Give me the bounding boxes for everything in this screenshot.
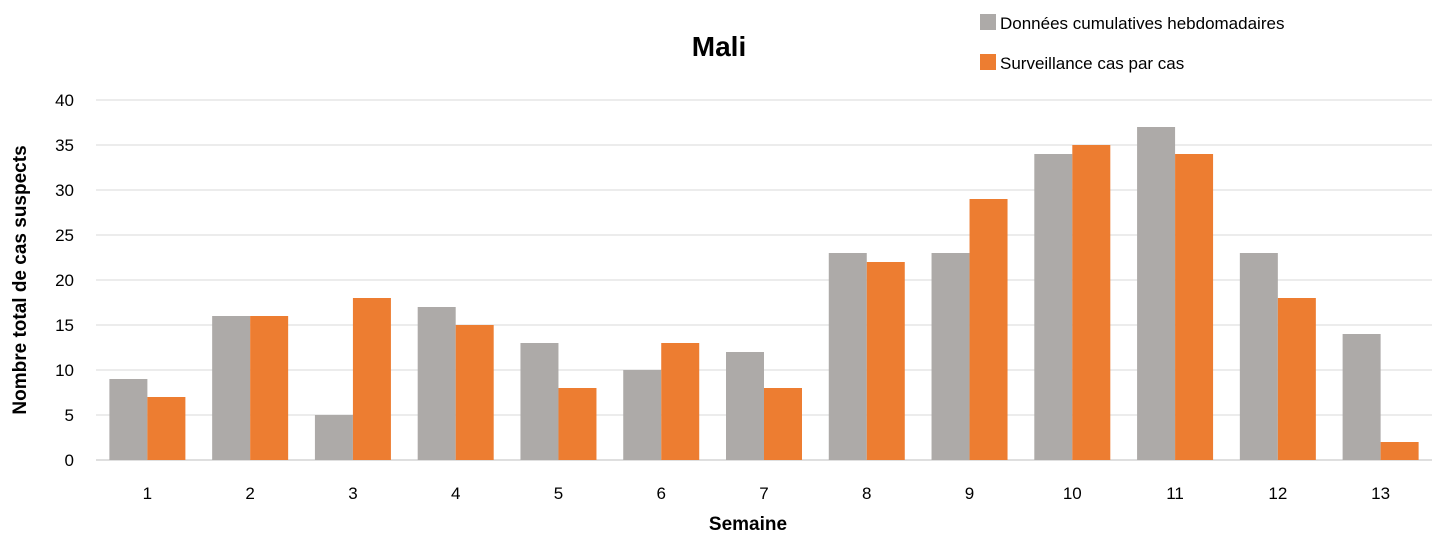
bar-case-surveillance-week-8	[866, 262, 905, 460]
bar-cumulative-week-12	[1239, 253, 1278, 460]
y-tick-label: 30	[55, 181, 74, 200]
bar-case-surveillance-week-2	[250, 316, 289, 460]
x-tick-label: 7	[759, 484, 768, 503]
bar-case-surveillance-week-9	[969, 199, 1008, 460]
x-tick-label: 9	[965, 484, 974, 503]
x-tick-label: 3	[348, 484, 357, 503]
x-tick-label: 10	[1063, 484, 1082, 503]
bar-cumulative-week-4	[417, 307, 456, 460]
y-tick-label: 25	[55, 226, 74, 245]
bar-cumulative-week-6	[623, 370, 662, 460]
x-tick-label: 2	[245, 484, 254, 503]
bar-cumulative-week-10	[1034, 154, 1073, 460]
y-tick-label: 0	[65, 451, 74, 470]
bar-case-surveillance-week-3	[352, 298, 391, 460]
bar-cumulative-week-7	[726, 352, 764, 460]
y-tick-label: 5	[65, 406, 74, 425]
x-tick-label: 1	[143, 484, 152, 503]
x-axis-ticks: 1 2 3 4 5 6 7 8 9 10 11 12 13	[143, 484, 1390, 503]
x-tick-label: 13	[1371, 484, 1390, 503]
y-tick-label: 20	[55, 271, 74, 290]
bar-case-surveillance-week-1	[147, 397, 186, 460]
bar-case-surveillance-week-13	[1380, 442, 1419, 460]
x-tick-label: 11	[1166, 484, 1184, 503]
x-tick-label: 4	[451, 484, 460, 503]
bar-cumulative-week-9	[931, 253, 970, 460]
bar-cumulative-week-8	[828, 253, 867, 460]
y-axis-ticks: 0 5 10 15 20 25 30 35 40	[55, 91, 74, 470]
legend-label-case-surveillance: Surveillance cas par cas	[1000, 54, 1184, 73]
bar-case-surveillance-week-10	[1072, 145, 1111, 460]
bar-case-surveillance-week-12	[1277, 298, 1316, 460]
bar-cumulative-week-2	[212, 316, 251, 460]
bar-case-surveillance-week-7	[764, 388, 802, 460]
bar-case-surveillance-week-4	[455, 325, 494, 460]
y-tick-label: 40	[55, 91, 74, 110]
chart-title: Mali	[692, 31, 746, 62]
bar-case-surveillance-week-6	[661, 343, 700, 460]
bar-cumulative-week-11	[1137, 127, 1176, 460]
bars	[109, 127, 1419, 460]
x-axis-label: Semaine	[709, 514, 787, 535]
bar-case-surveillance-week-5	[558, 388, 597, 460]
legend-swatch-cumulative	[980, 14, 996, 30]
bar-case-surveillance-week-11	[1175, 154, 1214, 460]
y-tick-label: 15	[55, 316, 74, 335]
bar-cumulative-week-13	[1342, 334, 1381, 460]
x-tick-label: 12	[1268, 484, 1287, 503]
x-tick-label: 6	[656, 484, 665, 503]
x-tick-label: 8	[862, 484, 871, 503]
bar-cumulative-week-5	[520, 343, 559, 460]
y-tick-label: 10	[55, 361, 74, 380]
legend: Données cumulatives hebdomadaires Survei…	[980, 14, 1284, 73]
legend-label-cumulative: Données cumulatives hebdomadaires	[1000, 14, 1284, 33]
x-tick-label: 5	[554, 484, 563, 503]
bar-cumulative-week-3	[314, 415, 353, 460]
bar-cumulative-week-1	[109, 379, 148, 460]
legend-swatch-case-surveillance	[980, 54, 996, 70]
y-axis-label: Nombre total de cas suspects	[10, 145, 31, 414]
y-tick-label: 35	[55, 136, 74, 155]
